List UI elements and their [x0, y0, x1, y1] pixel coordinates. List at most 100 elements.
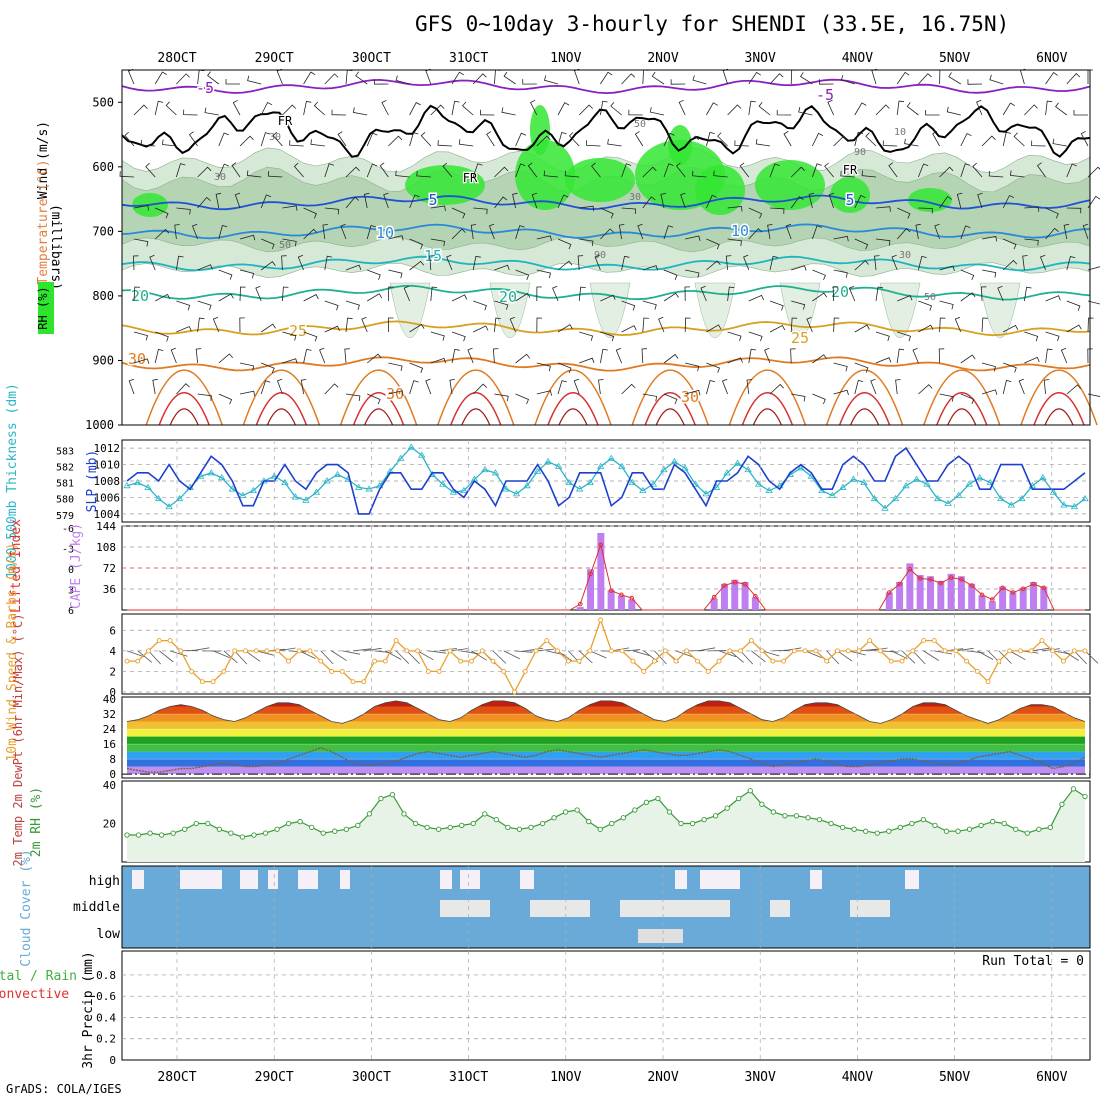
precip-tick-label: 0.6 [96, 990, 116, 1003]
cloud-panel-frame [122, 866, 1090, 948]
wind-speed-point [932, 639, 936, 643]
wind-speed-point [502, 669, 506, 673]
rh2m-point [471, 821, 475, 825]
wind-speed-point [448, 649, 452, 653]
isotherm-label: 25 [289, 322, 307, 340]
wind-speed-point [965, 659, 969, 663]
wind-speed-point [136, 659, 140, 663]
top-date-label: 2NOV [647, 51, 678, 66]
rh2m-point [448, 825, 452, 829]
cloud-middle-block [850, 900, 890, 917]
upper-air-tick-label: 600 [92, 160, 114, 174]
rh2m-point [333, 829, 337, 833]
rh2m-point [483, 812, 487, 816]
rh2m-point [1071, 787, 1075, 791]
rh2m-point [944, 829, 948, 833]
precip-tick-label: 0.8 [96, 969, 116, 982]
wind-speed-point [674, 659, 678, 663]
wind-speed-point [782, 659, 786, 663]
rh2m-point [702, 817, 706, 821]
temp-band [122, 729, 1090, 737]
wind-speed-point [695, 659, 699, 663]
wind-speed-point [609, 649, 613, 653]
wind-speed-point [1018, 649, 1022, 653]
precip-convective-label: Convective [0, 987, 69, 1002]
wind-speed-point [383, 659, 387, 663]
precip-tick-label: 0.4 [96, 1011, 116, 1024]
wind-speed-point [911, 649, 915, 653]
wind-speed-point [943, 649, 947, 653]
slp-axis-label: SLP (mb) [85, 450, 100, 513]
cape-bar [989, 601, 996, 610]
wind-speed-point [642, 669, 646, 673]
wind-speed-point [728, 649, 732, 653]
wind-speed-point [588, 649, 592, 653]
top-date-label: 3NOV [745, 51, 776, 66]
wind-speed-point [147, 649, 151, 653]
precip-total-label: Total / Rain [0, 969, 77, 984]
cape-tick-label: 108 [96, 541, 116, 554]
top-date-label: 6NOV [1036, 51, 1067, 66]
cape-bar [978, 595, 985, 610]
precip-tick-label: 0 [109, 1054, 116, 1067]
wind-speed-point [211, 680, 215, 684]
rh2m-point [217, 827, 221, 831]
wind-speed-point [663, 649, 667, 653]
wind-speed-point [1083, 649, 1087, 653]
wind-speed-point [168, 639, 172, 643]
rh2m-point [529, 825, 533, 829]
wind-speed-point [405, 649, 409, 653]
isotherm-label: 30 [128, 350, 146, 368]
bottom-date-label: 31OCT [449, 1070, 488, 1085]
upper-air-tick-label: 700 [92, 224, 114, 238]
wind-speed-point [330, 669, 334, 673]
wind-speed-point [1051, 649, 1055, 653]
rh2m-point [610, 821, 614, 825]
rh2m-point [633, 808, 637, 812]
rh2m-point [229, 831, 233, 835]
isotherm-label: -5 [196, 79, 214, 97]
rh-high-region [695, 165, 745, 215]
rh2m-point [540, 821, 544, 825]
cloud-row-label: low [97, 927, 121, 942]
wind-speed-point [922, 639, 926, 643]
rh2m-point [875, 831, 879, 835]
rh2m-point [194, 821, 198, 825]
top-date-label: 30OCT [352, 51, 391, 66]
top-date-label: 28OCT [157, 51, 196, 66]
wind-speed-point [599, 618, 603, 622]
cloud-high-block [810, 870, 822, 889]
wind-speed-point [889, 659, 893, 663]
cape-bar [1040, 587, 1047, 610]
rh2m-point [644, 800, 648, 804]
wind-speed-point [566, 659, 570, 663]
freezing-label: FR [843, 163, 858, 177]
rh2m-point [125, 833, 129, 837]
temp-band [122, 759, 1090, 767]
rh2m-point [356, 823, 360, 827]
wind-speed-point [760, 649, 764, 653]
temp-axis-label: 2m Temp 2m DewPt (6hr Min/Max) (°C) [11, 614, 25, 867]
cape-tick-label: 72 [103, 562, 116, 575]
top-date-label: 29OCT [255, 51, 294, 66]
rh2m-point [956, 829, 960, 833]
rh2m-point [990, 819, 994, 823]
rh2m-point [552, 816, 556, 820]
wind-speed-point [577, 659, 581, 663]
thickness-tick-label: 579 [56, 511, 74, 522]
wind-speed-point [1040, 639, 1044, 643]
rh2m-point [171, 831, 175, 835]
wind-speed-point [900, 659, 904, 663]
rh2m-point [898, 825, 902, 829]
wind-speed-point [868, 639, 872, 643]
wind-speed-point [620, 649, 624, 653]
temp-tick-label: 40 [103, 693, 116, 706]
rh2m-point [425, 825, 429, 829]
wind-speed-point [835, 649, 839, 653]
cloud-high-block [460, 870, 480, 889]
wind-speed-point [652, 659, 656, 663]
rh-contour-label: 50 [279, 240, 291, 251]
wind-speed-point [685, 649, 689, 653]
rh2m-point [771, 810, 775, 814]
